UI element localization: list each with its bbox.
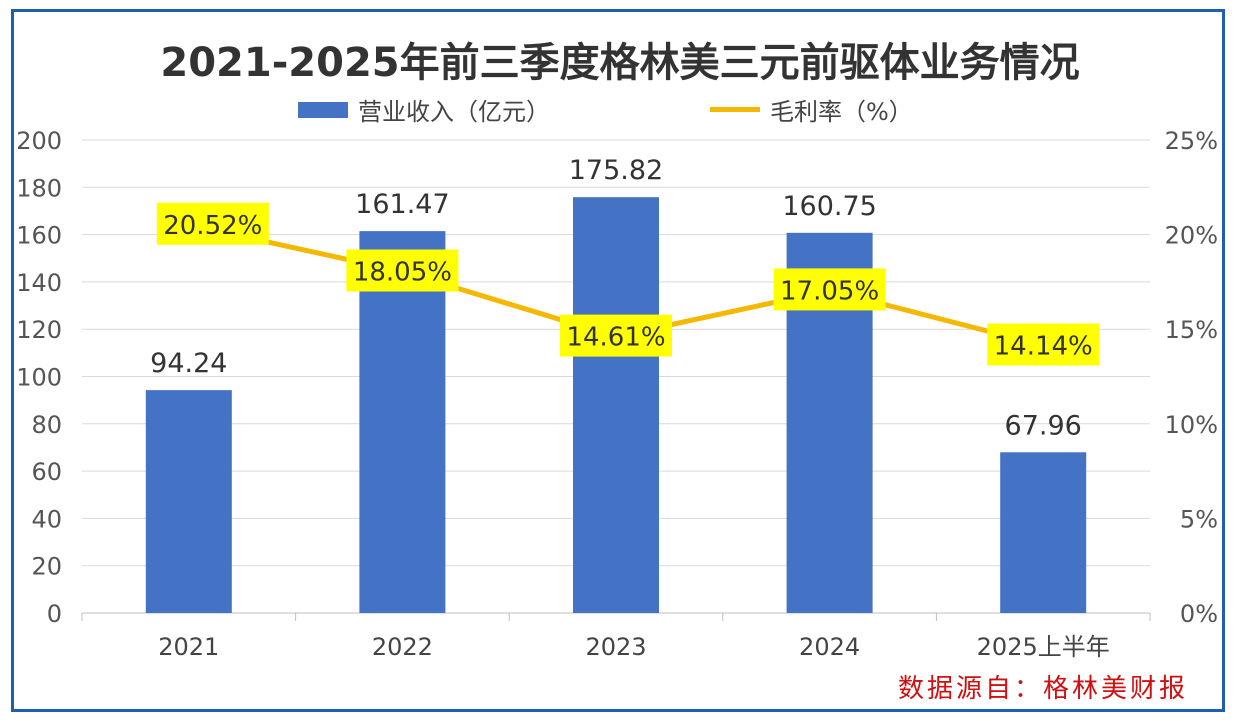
bar-data-label: 175.82 [569,155,663,186]
y-tick-label: 180 [16,174,62,202]
y-tick-label: 60 [31,458,62,486]
y2-tick-label: 10% [1165,411,1218,439]
bar [573,197,659,613]
y-tick-label: 0 [47,600,62,628]
y2-tick-label: 5% [1180,505,1218,533]
y2-tick-label: 15% [1165,316,1218,344]
y-tick-label: 120 [16,316,62,344]
y-tick-label: 20 [31,553,62,581]
y-tick-label: 80 [31,411,62,439]
line-data-label: 18.05% [353,257,452,287]
legend-swatch-bar [298,101,348,118]
y2-tick-label: 25% [1165,127,1218,155]
legend-item-margin: 毛利率（%） [710,92,913,127]
bar [359,231,446,613]
line-data-label: 20.52% [163,211,262,241]
line-label-bg [346,249,459,292]
x-tick-label: 2025上半年 [977,633,1110,661]
x-tick-label: 2024 [799,633,860,661]
bar-data-label: 160.75 [782,191,876,222]
line-data-label: 17.05% [780,276,879,306]
bar-data-label: 67.96 [1005,410,1082,441]
legend-swatch-line [710,107,760,112]
bar [1000,452,1087,613]
line-label-bg [773,268,886,311]
line-label-bg [560,314,672,357]
chart-title: 2021-2025年前三季度格林美三元前驱体业务情况 [160,40,1080,86]
legend-label-margin: 毛利率（%） [770,98,913,126]
bar-data-label: 94.24 [150,348,227,379]
line-data-label: 14.14% [994,331,1093,361]
y2-tick-label: 0% [1180,600,1218,628]
bar [145,390,232,613]
line-label-bg [156,202,269,245]
source-note: 数据源自：格林美财报 [897,674,1188,704]
line-data-label: 14.61% [566,323,665,353]
y-tick-label: 40 [31,505,62,533]
x-tick-label: 2023 [585,633,646,661]
legend-item-revenue: 营业收入（亿元） [298,92,550,127]
legend-label-revenue: 营业收入（亿元） [358,98,550,126]
x-tick-label: 2021 [158,633,219,661]
x-tick-label: 2022 [372,633,433,661]
chart-frame [11,9,1225,712]
bar-data-label: 161.47 [355,189,449,220]
line-label-bg [987,323,1100,366]
legend: 营业收入（亿元） 毛利率（%） [0,92,1240,126]
y-tick-label: 200 [16,127,62,155]
y2-tick-label: 20% [1165,222,1218,250]
y-tick-label: 100 [16,364,62,392]
y-tick-label: 140 [16,269,62,297]
y-tick-label: 160 [16,222,62,250]
